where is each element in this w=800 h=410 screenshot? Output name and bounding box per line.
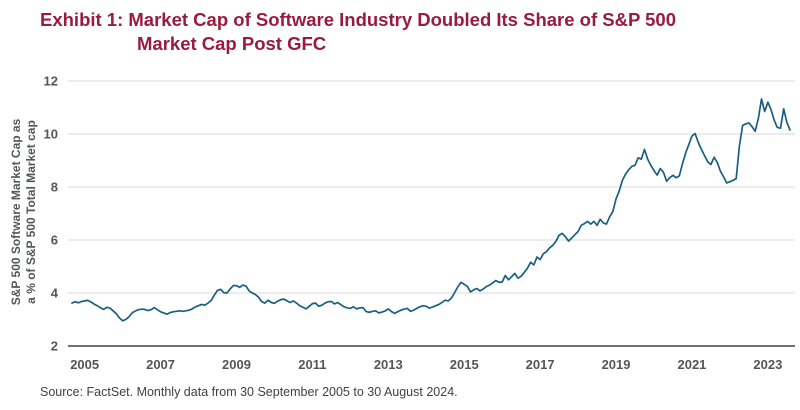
x-tick-label: 2019 bbox=[602, 357, 631, 372]
x-tick-label: 2015 bbox=[450, 357, 479, 372]
x-tick-label: 2011 bbox=[298, 357, 326, 372]
source-note: Source: FactSet. Monthly data from 30 Se… bbox=[40, 385, 458, 399]
x-tick-label: 2021 bbox=[677, 357, 706, 372]
x-tick-label: 2007 bbox=[146, 357, 175, 372]
exhibit-title-line1: Exhibit 1: Market Cap of Software Indust… bbox=[40, 9, 676, 30]
y-tick-label: 6 bbox=[51, 233, 58, 248]
y-tick-label: 12 bbox=[44, 74, 58, 89]
y-axis-title-line2: a % of S&P 500 Total Market cap bbox=[24, 120, 38, 304]
y-axis-title: S&P 500 Software Market Cap as a % of S&… bbox=[9, 87, 41, 337]
x-tick-label: 2023 bbox=[753, 357, 782, 372]
exhibit-title-line2: Market Cap Post GFC bbox=[137, 33, 327, 55]
chart-line bbox=[71, 98, 791, 322]
y-tick-label: 4 bbox=[51, 286, 59, 301]
x-tick-label: 2017 bbox=[526, 357, 555, 372]
x-tick-label: 2005 bbox=[70, 357, 99, 372]
exhibit-title: Exhibit 1: Market Cap of Software Indust… bbox=[40, 8, 760, 56]
y-tick-label: 2 bbox=[51, 339, 58, 354]
y-axis-title-line1: S&P 500 Software Market Cap as bbox=[9, 118, 23, 306]
y-tick-label: 10 bbox=[44, 127, 58, 142]
x-tick-label: 2013 bbox=[374, 357, 403, 372]
y-tick-label: 8 bbox=[51, 180, 58, 195]
x-tick-label: 2009 bbox=[222, 357, 251, 372]
